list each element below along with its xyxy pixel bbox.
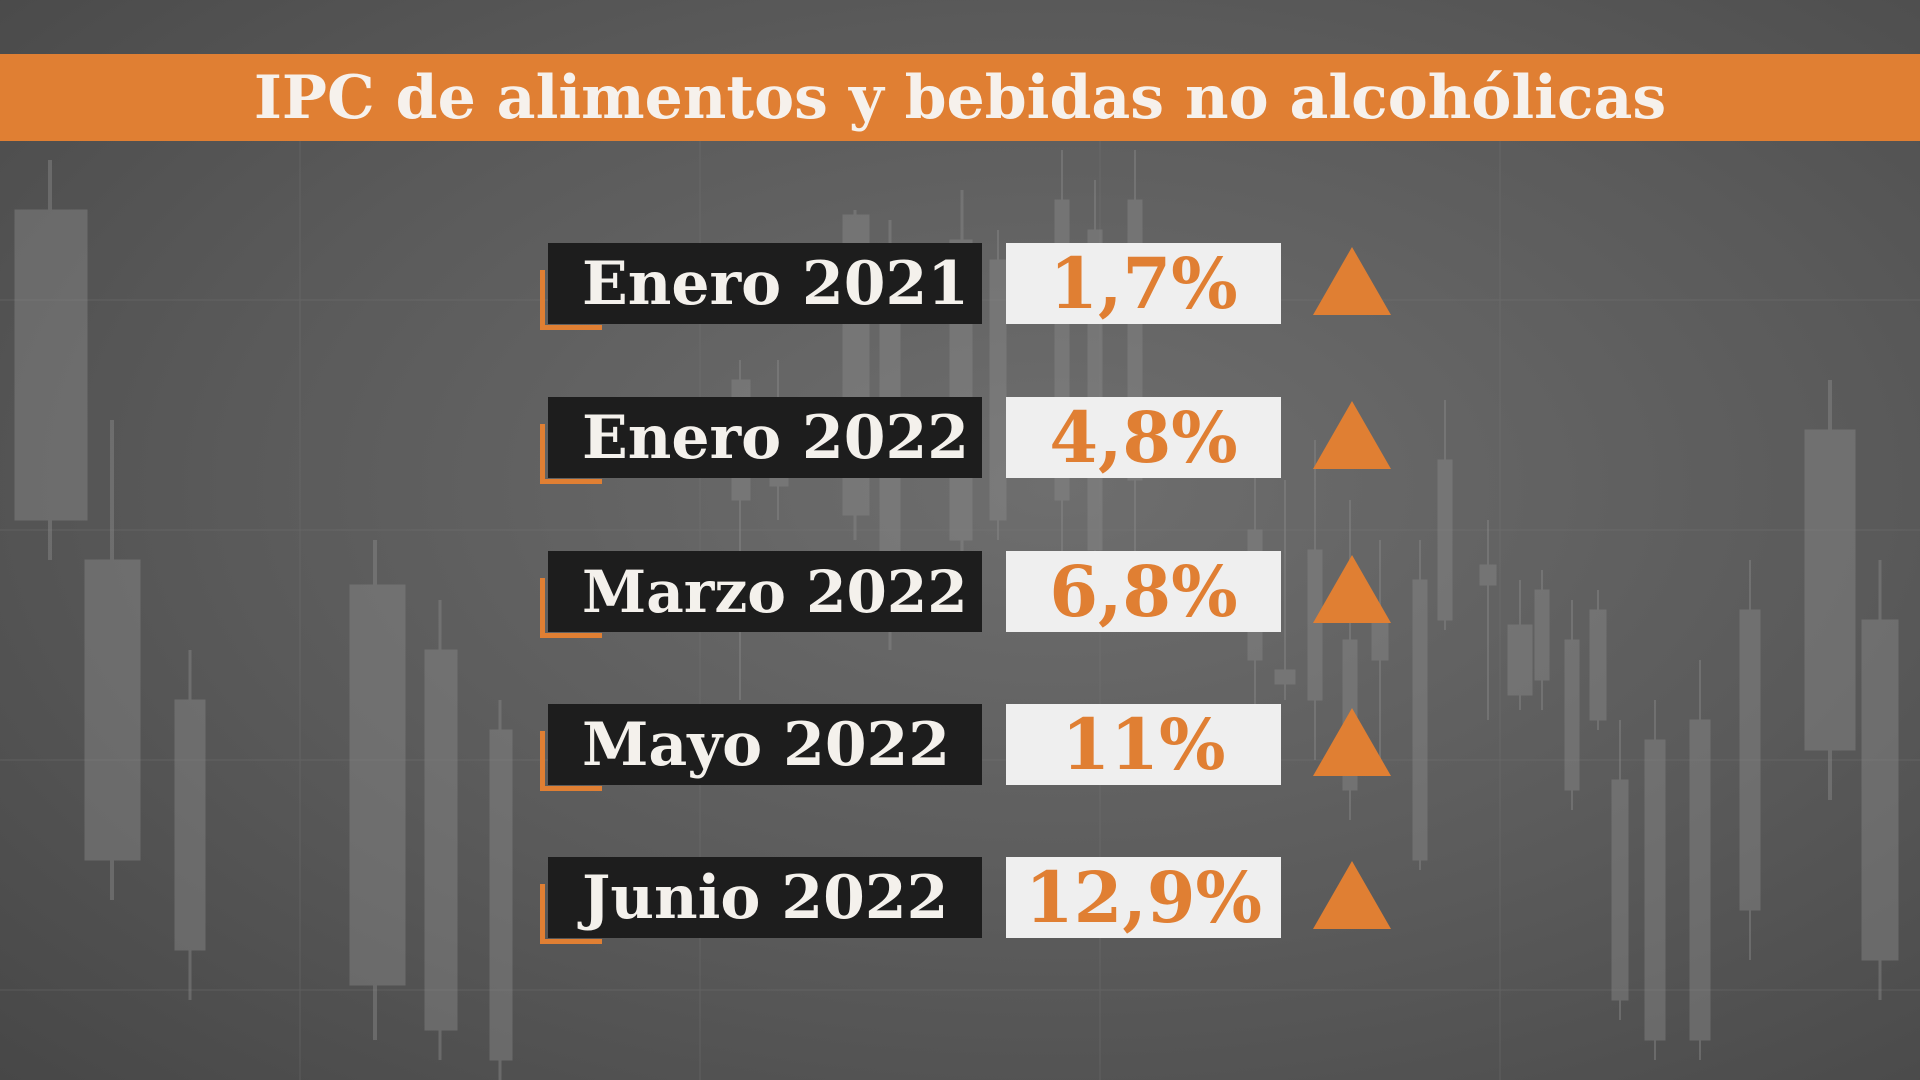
period-label: Enero 2021 xyxy=(582,248,970,319)
period-label: Marzo 2022 xyxy=(582,557,968,626)
value-box: 4,8% xyxy=(1006,396,1281,479)
table-row: Marzo 2022 6,8% xyxy=(0,550,1920,641)
value-box: 11% xyxy=(1006,703,1281,786)
ipc-value: 12,9% xyxy=(1024,856,1262,939)
period-label: Mayo 2022 xyxy=(582,709,951,780)
label-bracket-decoration xyxy=(540,884,602,944)
value-box: 1,7% xyxy=(1006,242,1281,325)
period-label-box: Marzo 2022 xyxy=(548,551,982,632)
triangle-up-icon xyxy=(1313,708,1391,776)
period-label: Junio 2022 xyxy=(582,862,949,933)
period-label-box: Enero 2021 xyxy=(548,243,982,324)
label-bracket-decoration xyxy=(540,270,602,330)
label-bracket-decoration xyxy=(540,731,602,791)
period-label-box: Enero 2022 xyxy=(548,397,982,478)
table-row: Enero 2022 4,8% xyxy=(0,396,1920,487)
ipc-value: 1,7% xyxy=(1049,242,1238,325)
triangle-up-icon xyxy=(1313,247,1391,315)
period-label: Enero 2022 xyxy=(582,402,970,473)
ipc-value: 11% xyxy=(1061,703,1226,786)
triangle-up-icon xyxy=(1313,401,1391,469)
table-row: Enero 2021 1,7% xyxy=(0,242,1920,333)
ipc-value: 4,8% xyxy=(1049,396,1238,479)
value-box: 12,9% xyxy=(1006,856,1281,939)
table-row: Mayo 2022 11% xyxy=(0,703,1920,794)
triangle-up-icon xyxy=(1313,861,1391,929)
period-label-box: Junio 2022 xyxy=(548,857,982,938)
value-box: 6,8% xyxy=(1006,550,1281,633)
chart-title: IPC de alimentos y bebidas no alcohólica… xyxy=(253,62,1667,133)
label-bracket-decoration xyxy=(540,424,602,484)
title-bar: IPC de alimentos y bebidas no alcohólica… xyxy=(0,54,1920,141)
label-bracket-decoration xyxy=(540,578,602,638)
ipc-value: 6,8% xyxy=(1049,550,1238,633)
triangle-up-icon xyxy=(1313,555,1391,623)
period-label-box: Mayo 2022 xyxy=(548,704,982,785)
table-row: Junio 2022 12,9% xyxy=(0,856,1920,947)
